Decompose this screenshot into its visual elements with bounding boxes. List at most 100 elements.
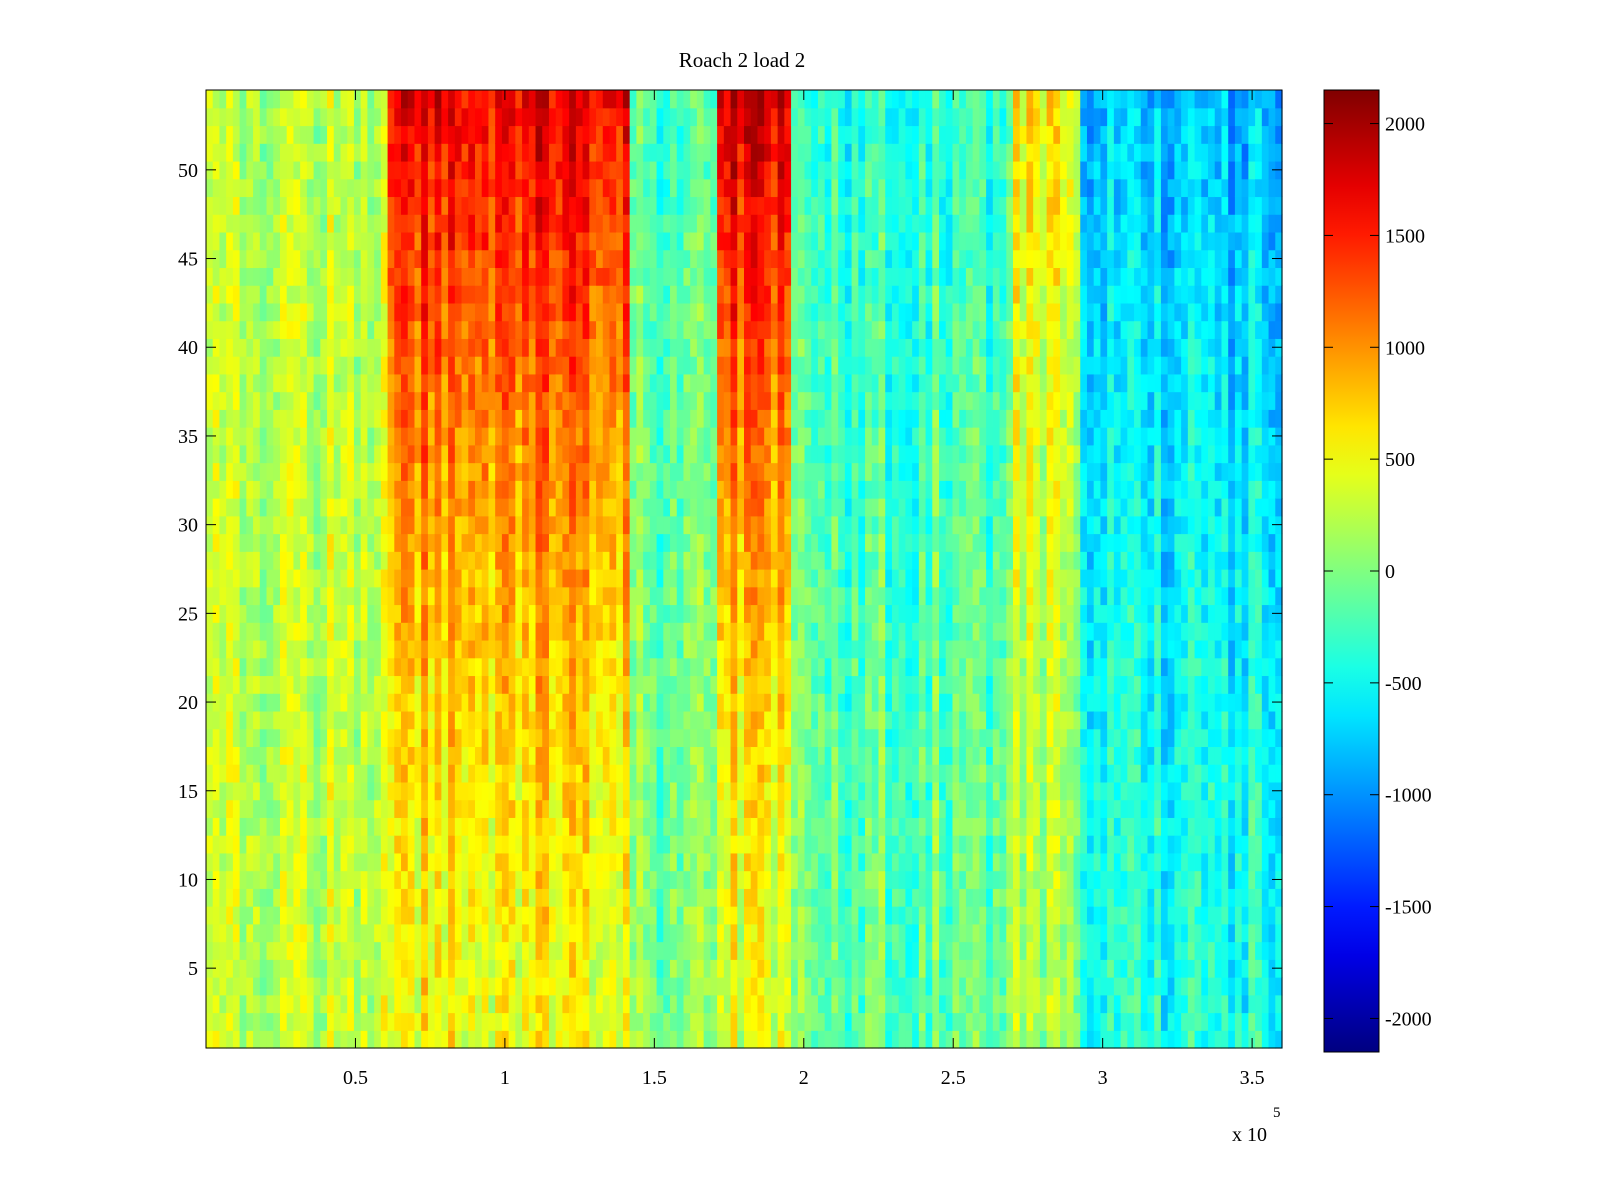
heatmap-cell <box>663 143 671 162</box>
heatmap-cell <box>475 764 483 783</box>
heatmap-cell <box>468 569 476 588</box>
heatmap-cell <box>273 977 281 996</box>
heatmap-cell <box>528 196 537 215</box>
heatmap-cell <box>226 427 234 446</box>
heatmap-cell <box>421 906 429 925</box>
heatmap-cell <box>797 870 806 889</box>
heatmap-cell <box>421 586 429 606</box>
heatmap-cell <box>387 480 395 499</box>
heatmap-cell <box>569 373 577 393</box>
heatmap-cell <box>777 852 785 872</box>
heatmap-cell <box>535 586 543 606</box>
heatmap-cell <box>750 941 759 960</box>
heatmap-cell <box>596 746 604 765</box>
heatmap-cell <box>508 214 516 233</box>
heatmap-cell <box>804 444 812 464</box>
heatmap-cell <box>313 515 321 535</box>
heatmap-cell <box>454 373 463 393</box>
heatmap-cell <box>434 320 442 339</box>
heatmap-cell <box>717 870 725 889</box>
heatmap-cell <box>226 764 234 783</box>
heatmap-cell <box>360 693 368 712</box>
heatmap-cell <box>723 231 732 251</box>
heatmap-cell <box>616 267 624 286</box>
heatmap-cell <box>427 320 436 339</box>
heatmap-cell <box>589 888 597 907</box>
heatmap-cell <box>683 959 691 978</box>
heatmap-cell <box>206 302 214 322</box>
heatmap-cell <box>232 1030 241 1049</box>
heatmap-cell <box>434 586 442 606</box>
heatmap-cell <box>448 693 456 712</box>
heatmap-cell <box>582 852 590 872</box>
heatmap-cell <box>784 622 792 641</box>
heatmap-cell <box>468 675 476 694</box>
heatmap-cell <box>239 923 247 943</box>
heatmap-cell <box>448 639 456 659</box>
heatmap-cell <box>757 959 765 978</box>
heatmap-cell <box>421 498 429 517</box>
heatmap-cell <box>306 125 315 144</box>
heatmap-cell <box>596 551 604 570</box>
heatmap-cell <box>690 622 698 641</box>
heatmap-cell <box>656 657 664 677</box>
heatmap-cell <box>710 551 718 570</box>
heatmap-cell <box>414 356 422 375</box>
heatmap-cell <box>239 852 247 872</box>
heatmap-cell <box>515 196 523 215</box>
heatmap-cell <box>750 444 759 464</box>
heatmap-cell <box>333 817 342 836</box>
heatmap-cell <box>313 409 321 428</box>
heatmap-cell <box>380 320 389 339</box>
heatmap-cell <box>777 320 785 339</box>
heatmap-cell <box>696 781 705 801</box>
heatmap-cell <box>340 835 348 854</box>
heatmap-cell <box>380 267 389 286</box>
heatmap-cell <box>609 302 617 322</box>
heatmap-cell <box>804 143 812 162</box>
heatmap-cell <box>542 1012 550 1031</box>
heatmap-cell <box>387 639 395 659</box>
heatmap-cell <box>683 693 691 712</box>
heatmap-cell <box>279 693 288 712</box>
heatmap-cell <box>690 107 698 127</box>
heatmap-cell <box>293 320 301 339</box>
heatmap-cell <box>723 693 732 712</box>
heatmap-cell <box>629 515 637 535</box>
heatmap-cell <box>824 906 833 925</box>
heatmap-cell <box>535 799 543 818</box>
heatmap-cell <box>448 604 456 623</box>
heatmap-cell <box>676 799 685 818</box>
heatmap-cell <box>293 462 301 481</box>
heatmap-cell <box>824 1030 833 1049</box>
heatmap-cell <box>306 622 315 641</box>
heatmap-cell <box>582 710 590 730</box>
heatmap-cell <box>629 427 637 446</box>
heatmap-cell <box>616 338 624 357</box>
heatmap-cell <box>764 586 772 606</box>
heatmap-cell <box>696 125 705 144</box>
heatmap-cell <box>367 214 375 233</box>
heatmap-cell <box>226 888 234 907</box>
heatmap-cell <box>616 923 624 943</box>
heatmap-cell <box>340 1030 348 1049</box>
heatmap-cell <box>488 285 496 304</box>
heatmap-cell <box>421 373 429 393</box>
heatmap-cell <box>427 1012 436 1031</box>
heatmap-cell <box>723 409 732 428</box>
heatmap-cell <box>481 196 490 215</box>
heatmap-cell <box>542 160 550 180</box>
heatmap-cell <box>717 852 725 872</box>
heatmap-cell <box>239 551 247 570</box>
heatmap-cell <box>488 107 496 127</box>
heatmap-cell <box>770 799 779 818</box>
heatmap-cell <box>387 551 395 570</box>
heatmap-cell <box>468 604 476 623</box>
heatmap-cell <box>528 90 537 109</box>
heatmap-cell <box>306 941 315 960</box>
heatmap-cell <box>764 427 772 446</box>
heatmap-cell <box>535 888 543 907</box>
heatmap-cell <box>562 569 570 588</box>
heatmap-cell <box>515 356 523 375</box>
heatmap-cell <box>643 267 651 286</box>
